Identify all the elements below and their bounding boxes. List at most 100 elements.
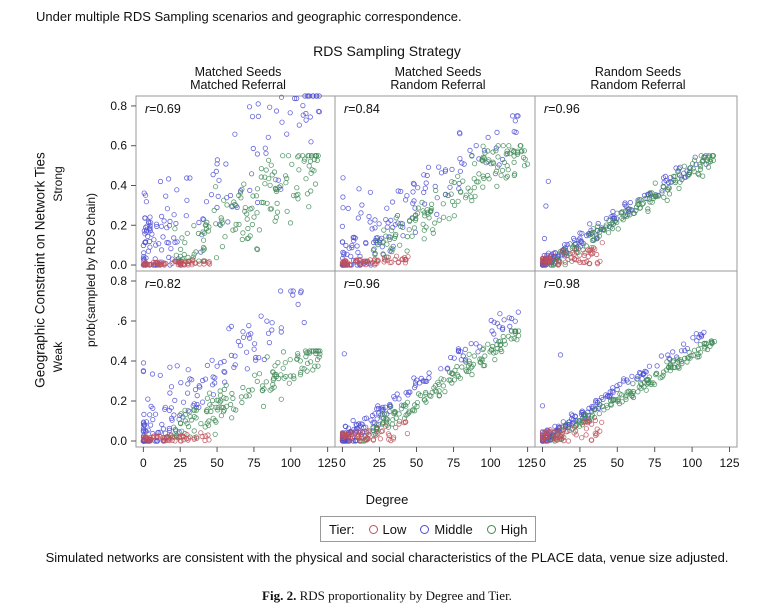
point-high bbox=[229, 415, 235, 421]
x-tick-label: 75 bbox=[247, 456, 261, 470]
point-middle bbox=[421, 201, 428, 207]
point-high bbox=[468, 194, 474, 200]
point-high bbox=[426, 215, 432, 221]
point-middle bbox=[457, 156, 463, 162]
point-high bbox=[193, 415, 199, 421]
point-low bbox=[559, 248, 566, 254]
point-middle bbox=[209, 357, 215, 363]
point-high bbox=[511, 335, 517, 341]
point-high bbox=[387, 234, 393, 240]
point-high bbox=[690, 352, 696, 358]
point-high bbox=[697, 164, 704, 170]
point-high bbox=[246, 387, 252, 393]
point-high bbox=[636, 197, 643, 203]
point-high bbox=[699, 159, 705, 165]
point-low bbox=[588, 251, 595, 257]
point-middle bbox=[363, 415, 369, 421]
point-high bbox=[511, 159, 517, 165]
point-middle bbox=[625, 379, 631, 385]
point-high bbox=[215, 404, 221, 411]
point-high bbox=[221, 386, 227, 392]
point-middle bbox=[340, 194, 346, 200]
footer-note: Simulated networks are consistent with t… bbox=[45, 550, 729, 565]
point-high bbox=[686, 171, 692, 177]
x-tick-label: 75 bbox=[648, 456, 662, 470]
point-high bbox=[521, 163, 528, 169]
column-header-2: Matched Seeds Random Referral bbox=[340, 66, 536, 92]
point-middle bbox=[269, 327, 275, 333]
point-middle bbox=[694, 338, 700, 344]
point-high bbox=[641, 384, 647, 390]
point-high bbox=[503, 151, 509, 157]
point-high bbox=[271, 169, 278, 175]
point-low bbox=[588, 421, 595, 427]
point-low bbox=[587, 250, 594, 256]
point-high bbox=[470, 361, 477, 367]
point-middle bbox=[515, 309, 521, 315]
point-middle bbox=[279, 119, 285, 125]
caption-label: Fig. 2. bbox=[262, 588, 297, 603]
legend-entry-middle: Middle bbox=[420, 522, 473, 537]
point-middle bbox=[445, 365, 451, 371]
point-high bbox=[240, 384, 246, 391]
point-middle bbox=[212, 380, 218, 386]
point-middle bbox=[354, 422, 360, 428]
point-low bbox=[565, 428, 571, 434]
point-middle bbox=[196, 219, 202, 226]
point-middle bbox=[142, 231, 148, 237]
point-high bbox=[433, 187, 439, 194]
point-middle bbox=[349, 245, 355, 251]
point-middle bbox=[445, 192, 451, 199]
y-tick-label: 0.8 bbox=[110, 274, 127, 288]
x-tick-label: 25 bbox=[373, 456, 387, 470]
point-middle bbox=[214, 204, 220, 211]
point-high bbox=[301, 158, 307, 164]
point-low bbox=[539, 255, 546, 261]
point-high bbox=[449, 179, 455, 185]
point-high bbox=[415, 205, 421, 211]
point-low bbox=[375, 431, 381, 437]
point-high bbox=[430, 230, 436, 236]
point-low bbox=[158, 261, 164, 267]
point-middle bbox=[160, 426, 167, 432]
point-low bbox=[178, 438, 184, 444]
point-middle bbox=[140, 360, 147, 366]
correlation-label: r=0.69 bbox=[145, 102, 181, 116]
point-middle bbox=[228, 352, 234, 358]
point-middle bbox=[172, 397, 178, 403]
column-header-1: Matched Seeds Matched Referral bbox=[140, 66, 336, 92]
point-middle bbox=[400, 233, 406, 239]
point-low bbox=[370, 437, 376, 443]
point-high bbox=[605, 230, 612, 236]
point-middle bbox=[248, 331, 254, 337]
point-high bbox=[260, 403, 267, 409]
point-high bbox=[608, 224, 614, 230]
point-high bbox=[232, 226, 238, 232]
point-middle bbox=[497, 311, 503, 317]
point-high bbox=[486, 176, 492, 182]
point-high bbox=[446, 377, 452, 383]
point-middle bbox=[313, 93, 320, 99]
point-low bbox=[573, 432, 579, 438]
point-middle bbox=[166, 240, 172, 246]
point-low bbox=[556, 261, 562, 267]
point-high bbox=[214, 397, 220, 403]
point-high bbox=[412, 402, 418, 408]
point-high bbox=[675, 168, 681, 174]
point-high bbox=[296, 153, 302, 159]
point-high bbox=[512, 328, 518, 334]
point-middle bbox=[380, 406, 386, 413]
point-high bbox=[379, 420, 386, 426]
point-high bbox=[619, 209, 625, 215]
point-high bbox=[423, 224, 429, 230]
point-middle bbox=[345, 205, 351, 211]
column-header-1-line1: Matched Seeds bbox=[194, 65, 282, 79]
point-middle bbox=[339, 239, 345, 245]
point-high bbox=[501, 159, 507, 165]
point-middle bbox=[192, 386, 199, 393]
point-high bbox=[701, 154, 707, 161]
point-high bbox=[200, 229, 206, 235]
point-middle bbox=[374, 235, 381, 241]
point-high bbox=[661, 194, 667, 200]
point-middle bbox=[300, 112, 306, 118]
